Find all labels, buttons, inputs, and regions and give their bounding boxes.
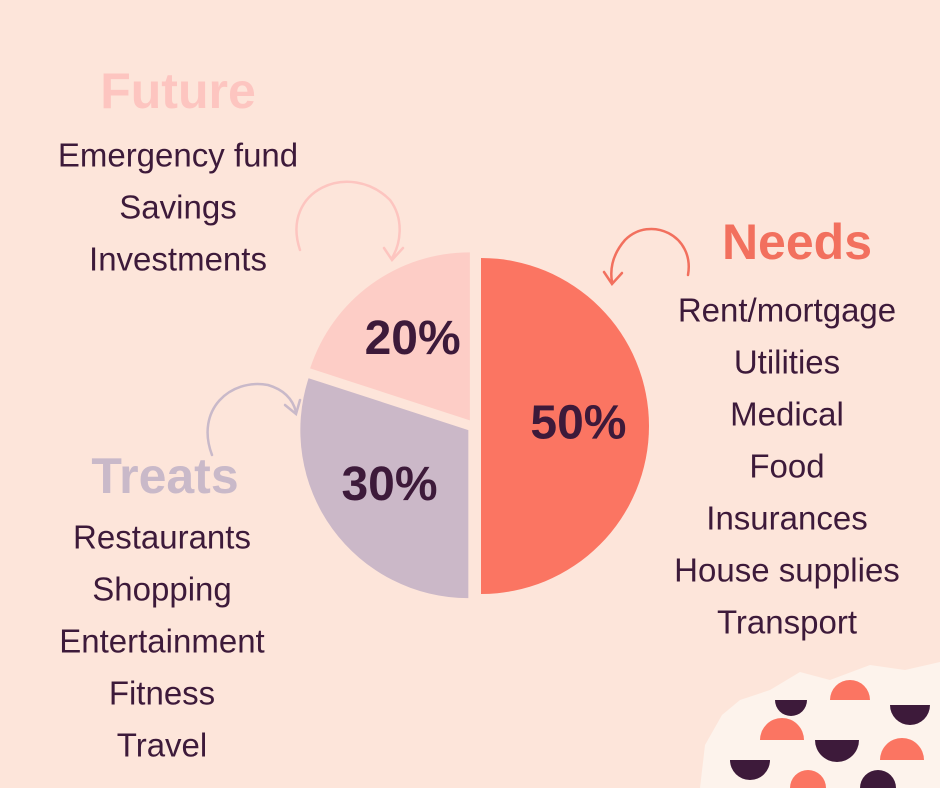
shape — [730, 760, 770, 780]
category-item: Travel — [117, 727, 207, 764]
category-item: Insurances — [706, 500, 867, 537]
pie-slice — [300, 378, 469, 599]
paper — [700, 662, 940, 788]
category-item: House supplies — [674, 552, 900, 589]
category-heading: Needs — [722, 214, 872, 270]
category-item: Fitness — [109, 675, 215, 712]
shape — [860, 770, 896, 788]
shape — [880, 738, 924, 760]
arrow-head — [382, 246, 405, 263]
category-item: Restaurants — [73, 519, 251, 556]
category-item: Shopping — [92, 571, 231, 608]
category-item: Entertainment — [59, 623, 264, 660]
category-item: Savings — [119, 189, 236, 226]
category-heading: Treats — [91, 448, 238, 504]
arrow-treats — [206, 382, 298, 457]
slice-label: 30% — [341, 458, 437, 511]
category-item: Emergency fund — [58, 137, 298, 174]
shape — [790, 770, 826, 788]
slice-label: 50% — [530, 397, 626, 450]
pie-slice — [310, 252, 470, 421]
category-heading: Future — [100, 63, 256, 119]
arrow-head — [602, 270, 624, 287]
arrow-head — [283, 398, 302, 417]
slice-label: 20% — [365, 312, 461, 365]
category-item: Investments — [89, 241, 267, 278]
corner-pattern — [700, 662, 940, 788]
shape — [760, 718, 804, 740]
shape — [830, 680, 870, 700]
arrow-needs — [610, 227, 690, 284]
shape — [890, 705, 930, 725]
category-item: Transport — [717, 604, 857, 641]
arrow-future — [295, 180, 401, 260]
category-item: Rent/mortgage — [678, 292, 896, 329]
category-item: Medical — [730, 396, 844, 433]
category-item: Utilities — [734, 344, 840, 381]
shape — [815, 740, 859, 762]
category-item: Food — [749, 448, 824, 485]
arrows — [206, 180, 690, 457]
pie-slice — [481, 258, 649, 594]
shape — [775, 700, 807, 716]
